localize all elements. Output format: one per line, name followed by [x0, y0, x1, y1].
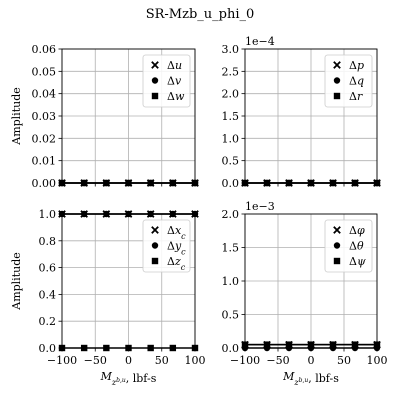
- panel-4: −100 −50 0 50 100 0.0 0.5 1.0 1.5 2.0 1e−3 Mzb,u, l…: [222, 200, 388, 387]
- legend-label: Δv: [167, 75, 182, 88]
- legend-marker: [333, 257, 341, 265]
- legend-marker: [151, 257, 159, 265]
- y-tick-label: 0.0: [222, 342, 240, 355]
- legend-label: Δp: [349, 59, 364, 72]
- y-tick-label: 0.6: [39, 262, 57, 275]
- figure-title: SR-Mzb_u_phi_0: [146, 7, 255, 22]
- legend-marker: [333, 226, 341, 234]
- y-tick-label: 0.02: [32, 132, 57, 145]
- y-tick-label: 0.8: [39, 235, 57, 248]
- legend-marker: [333, 77, 341, 84]
- legend-marker: [151, 92, 159, 100]
- y-tick-label: 0.2: [39, 315, 57, 328]
- legend-marker: [333, 242, 341, 249]
- y-tick-label: 0.0: [39, 342, 57, 355]
- legend-marker: [333, 61, 341, 69]
- x-tick-label: 100: [367, 354, 388, 367]
- y-tick-label: 0.05: [32, 65, 57, 78]
- y-tick-label: 0.4: [39, 288, 57, 301]
- y-tick-label: 0.0: [222, 177, 240, 190]
- y-axis-label: Amplitude: [10, 252, 23, 311]
- legend-marker: [333, 92, 341, 100]
- legend-label: Δu: [167, 59, 182, 72]
- x-tick-label: −50: [84, 354, 107, 367]
- panel-1: 0.000.010.020.030.040.050.06AmplitudeΔuΔ…: [10, 43, 199, 190]
- y-tick-label: 1.0: [222, 132, 240, 145]
- legend-label: Δθ: [349, 240, 364, 253]
- data-point: [351, 341, 359, 348]
- y-tick-label: 0.03: [32, 110, 57, 123]
- data-point: [285, 341, 293, 348]
- x-axis-label: Mzb,u, lbf-s: [100, 370, 157, 387]
- legend-marker: [151, 242, 159, 249]
- y-tick-label: 0.06: [32, 43, 57, 56]
- legend: Δp Δq Δr: [324, 54, 373, 108]
- x-tick-label: 100: [185, 354, 206, 367]
- y-tick-label: 1.5: [222, 242, 240, 255]
- legend-label: Δxc: [167, 224, 186, 241]
- panel-3: −100 −50 0 50 100 0.0 0.2 0.4 0.6 0.8 1.0 Amplitude…: [10, 208, 206, 387]
- y-tick-label: 0.00: [32, 177, 57, 190]
- y-tick-label: 2.5: [222, 65, 240, 78]
- y-tick-label: 0.01: [32, 155, 57, 168]
- x-tick-label: 0: [308, 354, 315, 367]
- legend-label: Δyc: [167, 240, 186, 257]
- y-axis-label: Amplitude: [10, 87, 23, 146]
- legend-label: Δzc: [167, 255, 186, 272]
- y-tick-label: 0.5: [222, 309, 240, 322]
- panel-2: 0.0 0.5 1.0 1.5 2.0 2.5 3.0 1e−4 Δp Δq Δr: [222, 35, 381, 190]
- axis-offset-text: 1e−4: [245, 35, 275, 48]
- x-tick-label: 0: [125, 354, 132, 367]
- legend-label: Δφ: [349, 224, 365, 237]
- legend: Δφ Δθ Δψ: [324, 219, 373, 273]
- x-tick-label: −100: [47, 354, 77, 367]
- data-point: [307, 341, 315, 348]
- x-axis-label: Mzb,u, lbf-s: [282, 370, 339, 387]
- legend-marker: [151, 77, 159, 84]
- x-tick-label: 50: [155, 354, 169, 367]
- y-tick-label: 2.0: [222, 88, 240, 101]
- legend-label: Δψ: [349, 255, 366, 268]
- y-tick-label: 3.0: [222, 43, 240, 56]
- y-tick-label: 0.04: [32, 88, 57, 101]
- legend-label: Δq: [349, 75, 364, 88]
- data-point: [263, 341, 271, 348]
- legend-label: Δw: [167, 90, 185, 103]
- legend-marker: [151, 226, 159, 234]
- x-tick-label: 50: [337, 354, 351, 367]
- legend-marker: [151, 61, 159, 69]
- y-tick-label: 1.5: [222, 110, 240, 123]
- axis-offset-text: 1e−3: [245, 200, 275, 213]
- x-tick-label: −50: [266, 354, 289, 367]
- y-tick-label: 2.0: [222, 208, 240, 221]
- legend-label: Δr: [349, 90, 363, 103]
- y-tick-label: 1.0: [39, 208, 57, 221]
- y-tick-label: 1.0: [222, 275, 240, 288]
- y-tick-label: 0.5: [222, 155, 240, 168]
- x-tick-label: −100: [230, 354, 260, 367]
- data-point: [329, 341, 337, 348]
- legend: Δu Δv Δw: [142, 54, 191, 108]
